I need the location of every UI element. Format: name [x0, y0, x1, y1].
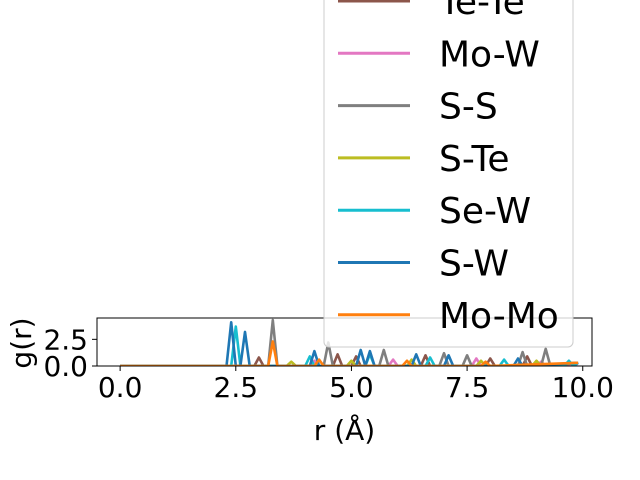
legend-label-mo-w: Mo-W [439, 34, 540, 75]
series-line-mo-mo [120, 340, 579, 366]
x-axis-label: r (Å) [314, 413, 375, 447]
x-tick-label: 0.0 [98, 371, 143, 404]
legend-label-te-te: Te-Te [438, 0, 525, 23]
tick-layer: 0.0 2.5 5.0 7.5 10.00.02.5 [43, 323, 613, 404]
series-layer [120, 318, 579, 366]
y-tick-label: 0.0 [43, 350, 88, 383]
y-axis-label: g(r) [5, 317, 38, 368]
legend-label-se-w: Se-W [439, 191, 531, 232]
legend-box [323, 0, 574, 348]
legend-label-mo-mo: Mo-Mo [439, 296, 559, 337]
y-tick-label: 2.5 [43, 323, 88, 356]
legend-label-s-te: S-Te [439, 139, 510, 180]
legend-label-s-s: S-S [439, 87, 498, 128]
x-tick-label: 2.5 [214, 371, 259, 404]
x-tick-label: 5.0 [329, 371, 374, 404]
legend-label-s-w: S-W [439, 244, 509, 285]
series-line-mo-w [120, 357, 579, 366]
x-tick-label: 10.0 [552, 371, 614, 404]
legend: Te-Te Mo-W S-S S-Te Se-W S-W Mo-Mo [323, 0, 574, 348]
series-line-s-s [120, 318, 579, 366]
x-tick-label: 7.5 [445, 371, 490, 404]
